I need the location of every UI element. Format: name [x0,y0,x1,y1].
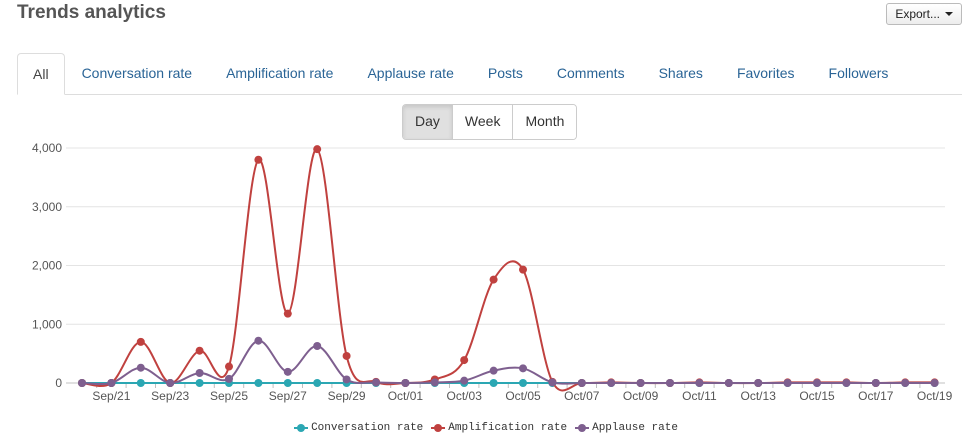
data-point [136,379,145,387]
data-point [460,376,469,385]
y-tick-label: 3,000 [32,200,62,214]
export-dropdown-button[interactable]: Export... [886,3,962,25]
data-point [283,379,292,387]
data-point [342,351,351,360]
data-point [195,369,204,378]
legend-label: Amplification rate [448,422,568,434]
x-tick-label: Oct/15 [799,389,835,403]
data-point [548,378,557,387]
data-point [225,362,233,371]
period-day-button[interactable]: Day [403,105,452,139]
chart-legend: Conversation rate Amplification rate App… [0,422,972,434]
period-toggle: Day Week Month [402,104,578,140]
data-point [254,155,263,164]
legend-marker-icon [294,424,309,432]
data-point [254,336,263,345]
x-tick-label: Oct/11 [682,389,717,403]
data-point [754,379,763,387]
tab-favorites[interactable]: Favorites [736,65,795,81]
x-tick-label: Sep/25 [210,389,248,403]
data-point [489,366,498,375]
legend-label: Applause rate [592,422,678,434]
tab-posts[interactable]: Posts [487,65,523,81]
x-tick-label: Oct/13 [741,389,777,403]
legend-item-applause-rate[interactable]: Applause rate [575,422,678,434]
data-point [636,379,645,387]
tab-applause-rate[interactable]: Applause rate [367,65,454,81]
data-point [430,378,439,387]
data-point [607,379,616,387]
data-point [136,363,145,372]
data-point [871,379,880,387]
legend-marker-icon [575,424,590,432]
data-point [342,375,351,384]
tab-shares[interactable]: Shares [658,65,703,81]
y-tick-label: 2,000 [32,259,62,273]
data-point [313,379,322,387]
period-month-button[interactable]: Month [512,105,577,139]
x-tick-label: Sep/23 [151,389,189,403]
data-point [519,265,527,274]
data-point [813,379,821,387]
data-point [283,309,292,318]
y-tick-label: 0 [55,376,62,390]
data-point [489,379,498,387]
legend-marker-icon [431,424,446,432]
legend-label: Conversation rate [311,422,424,434]
data-point [225,374,233,383]
data-point [577,379,586,387]
export-label: Export... [895,7,940,21]
x-tick-label: Oct/05 [505,389,541,403]
x-tick-label: Oct/09 [623,389,659,403]
data-point [930,379,939,387]
page-title: Trends analytics [17,2,166,23]
data-point [166,379,175,387]
tab-amplification-rate[interactable]: Amplification rate [226,65,334,81]
data-point [783,379,792,387]
data-point [519,379,527,387]
data-point [489,275,498,284]
x-tick-label: Oct/03 [447,389,483,403]
x-tick-label: Oct/17 [858,389,894,403]
data-point [666,379,674,387]
x-tick-label: Oct/01 [388,389,424,403]
y-tick-label: 4,000 [32,141,62,155]
series-line-1 [81,148,935,392]
x-tick-label: Sep/27 [269,389,307,403]
caret-down-icon [945,12,953,16]
data-point [136,337,145,346]
data-point [283,367,292,376]
tab-comments[interactable]: Comments [556,65,625,81]
x-tick-label: Sep/29 [328,389,366,403]
data-point [107,379,116,387]
data-point [195,346,204,355]
x-tick-label: Oct/19 [917,389,953,403]
data-point [695,379,704,387]
tab-followers[interactable]: Followers [828,65,889,81]
x-tick-label: Oct/07 [564,389,600,403]
data-point [195,379,204,387]
period-week-button[interactable]: Week [451,105,513,139]
data-point [460,356,469,365]
tab-all[interactable]: All [17,53,65,95]
tab-conversation-rate[interactable]: Conversation rate [81,65,193,81]
data-point [78,379,86,387]
data-point [313,341,322,350]
x-tick-label: Sep/21 [92,389,130,403]
data-point [254,379,263,387]
data-point [901,379,910,387]
metric-tabs: All Conversation rate Amplification rate… [17,52,962,95]
legend-item-conversation-rate[interactable]: Conversation rate [294,422,423,434]
data-point [519,364,527,373]
data-point [724,379,733,387]
data-point [372,378,380,387]
data-point [401,379,410,387]
y-tick-label: 1,000 [32,317,62,331]
data-point [842,379,851,387]
data-point [313,145,322,154]
legend-item-amplification-rate[interactable]: Amplification rate [431,422,567,434]
